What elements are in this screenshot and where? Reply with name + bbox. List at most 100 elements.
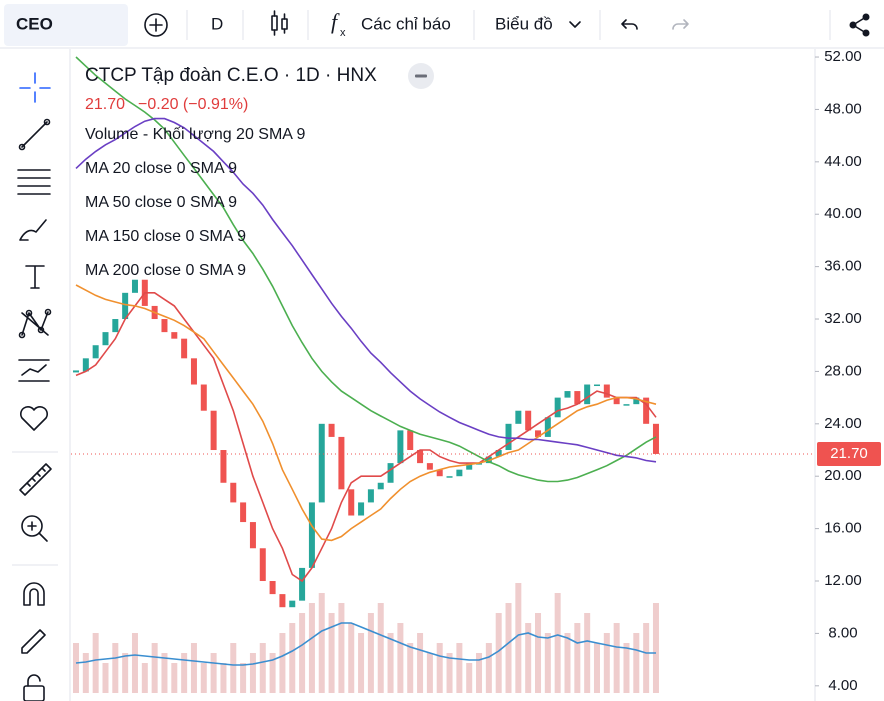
candle <box>240 502 247 523</box>
volume-bar <box>417 633 424 693</box>
brush-tool[interactable] <box>19 219 47 241</box>
volume-bar <box>505 603 512 693</box>
trend-line-tool[interactable] <box>18 118 51 151</box>
symbol[interactable]: CEO <box>16 14 53 33</box>
volume-bar <box>466 663 473 693</box>
legend-ma[interactable]: MA 50 close 0 SMA 9 <box>85 194 237 211</box>
volume-bar <box>593 643 600 693</box>
candle <box>220 450 227 483</box>
volume-bar <box>131 633 138 693</box>
plot-area <box>71 56 815 693</box>
symbol-box[interactable] <box>4 4 128 46</box>
volume-bar <box>338 603 345 693</box>
fib-tool[interactable] <box>17 169 51 195</box>
volume-bar <box>92 633 99 693</box>
chart-style[interactable] <box>271 10 288 36</box>
volume-bar <box>328 613 335 693</box>
prediction-tool[interactable] <box>18 359 50 382</box>
candle <box>387 463 394 483</box>
legend-ma[interactable]: MA 20 close 0 SMA 9 <box>85 160 237 177</box>
volume-bar <box>318 593 325 693</box>
candle <box>643 397 650 424</box>
y-tick-label: 40.00 <box>824 205 862 222</box>
volume-bar <box>190 643 197 693</box>
y-tick-label: 8.00 <box>828 624 857 641</box>
ma-line <box>75 117 657 463</box>
volume-bar <box>249 653 256 693</box>
y-tick-label: 52.00 <box>824 48 862 65</box>
last-price-badge <box>817 441 881 466</box>
volume-bar <box>377 603 384 693</box>
price-axis: 4.00 8.00 12.00 16.00 20.00 24.00 28.00 32.00 36… <box>815 48 881 694</box>
volume-bar <box>446 653 453 693</box>
volume-bar <box>112 643 119 693</box>
magnet-tool[interactable] <box>23 582 45 606</box>
volume-bar <box>436 643 443 693</box>
volume-bar <box>515 583 522 693</box>
layout-menu[interactable]: Biểu đồ <box>495 14 553 33</box>
share[interactable] <box>849 13 870 37</box>
volume-bar <box>82 653 89 693</box>
volume-bar <box>269 653 276 693</box>
legend-ma[interactable]: MA 200 close 0 SMA 9 <box>85 262 246 279</box>
crosshair-tool[interactable] <box>19 72 51 103</box>
legend-volume[interactable]: Volume - Khối lượng 20 SMA 9 <box>85 126 306 143</box>
candle <box>417 450 424 464</box>
candle <box>544 417 551 437</box>
add-symbol[interactable] <box>144 13 168 37</box>
lock-tool[interactable] <box>23 674 45 701</box>
candle <box>515 410 522 424</box>
candle <box>112 319 119 333</box>
candle <box>535 430 542 437</box>
volume-bar <box>230 643 237 693</box>
candle <box>495 450 502 457</box>
volume-bar <box>171 663 178 693</box>
candle <box>308 502 315 568</box>
y-tick-label: 44.00 <box>824 153 862 170</box>
volume-bar <box>367 613 374 693</box>
volume-bar <box>603 633 610 693</box>
dropdown-icon[interactable] <box>569 21 581 28</box>
ruler-tool[interactable] <box>19 463 52 496</box>
indicators[interactable]: Các chỉ báo <box>361 14 451 33</box>
volume-bar <box>456 643 463 693</box>
volume-bar <box>643 623 650 693</box>
y-tick-label: 28.00 <box>824 362 862 379</box>
volume-bar <box>633 633 640 693</box>
volume-bar <box>407 643 414 693</box>
candle <box>299 567 306 601</box>
y-tick-label: 4.00 <box>828 677 857 694</box>
y-tick-label: 32.00 <box>824 310 862 327</box>
candle <box>554 397 561 418</box>
candle <box>593 384 600 387</box>
undo[interactable] <box>621 19 638 30</box>
candle <box>603 384 610 398</box>
legend-ma[interactable]: MA 150 close 0 SMA 9 <box>85 228 246 245</box>
candle <box>259 548 266 582</box>
interval[interactable]: D <box>211 14 223 33</box>
collapse-legend[interactable] <box>408 63 434 89</box>
volume-bar <box>122 653 129 693</box>
volume-bar <box>495 613 502 693</box>
zoom-tool[interactable] <box>21 515 48 542</box>
fx-icon[interactable]: x <box>340 27 346 39</box>
volume-bar <box>574 623 581 693</box>
volume-bar <box>220 663 227 693</box>
redo[interactable] <box>672 19 689 30</box>
fx-icon[interactable]: f <box>331 9 340 34</box>
draw-lock[interactable] <box>21 629 46 654</box>
last-price-label: 21.70 <box>830 445 868 462</box>
text-tool[interactable] <box>25 265 45 289</box>
pattern-tool[interactable] <box>18 308 52 339</box>
y-tick-label: 12.00 <box>824 572 862 589</box>
candle <box>279 594 286 608</box>
favorites[interactable] <box>19 406 49 431</box>
volume-bar <box>299 613 306 693</box>
candle <box>200 384 207 411</box>
volume-bar <box>613 623 620 693</box>
volume-bar <box>544 633 551 693</box>
y-tick-label: 20.00 <box>824 467 862 484</box>
candle <box>269 581 276 595</box>
candle <box>652 423 659 454</box>
candle <box>161 319 168 333</box>
